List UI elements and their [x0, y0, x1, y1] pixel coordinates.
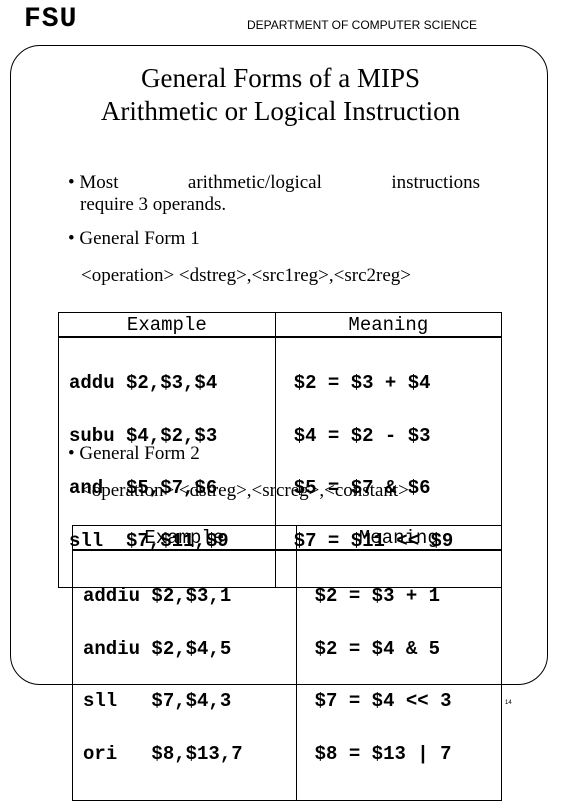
table1-row-meaning: $5 = $7 & $6: [293, 477, 431, 499]
table2-row-meaning: $2 = $4 & 5: [314, 637, 441, 660]
general-form-2-syntax: <operation> <dstreg>,<srcreg>,<constant>: [81, 480, 409, 501]
bullet1-word3: instructions: [391, 172, 480, 193]
table2-header-meaning: Meaning: [296, 525, 502, 551]
table2-row-example: ori $8,$13,7: [83, 742, 243, 765]
bullet1-line2: require 3 operands.: [80, 194, 227, 215]
bullet-general-form-1: • General Form 1: [68, 228, 200, 249]
bullet-general-form-2: • General Form 2: [68, 443, 200, 464]
table2-row-example: sll $7,$4,3: [83, 690, 232, 712]
table2-row-meaning: $8 = $13 | 7: [314, 742, 452, 765]
table1-header-example: Example: [58, 312, 276, 338]
table2-meaning-column: $2 = $3 + 1 $2 = $4 & 5 $7 = $4 << 3 $8 …: [296, 550, 501, 801]
general-form-1-syntax: <operation> <dstreg>,<src1reg>,<src2reg>: [81, 265, 411, 286]
form2-example-table: Example Meaning addiu $2,$3,1 andiu $2,$…: [72, 525, 502, 801]
table2-row-example: addiu $2,$3,1: [83, 585, 232, 607]
table1-row-example: and $5,$7,$6: [69, 477, 218, 499]
bullet1-word1: • Most: [68, 172, 119, 193]
slide-title: General Forms of a MIPS Arithmetic or Lo…: [0, 62, 561, 128]
table2-body: addiu $2,$3,1 andiu $2,$4,5 sll $7,$4,3 …: [72, 550, 502, 801]
table2-row-meaning: $7 = $4 << 3: [314, 690, 452, 712]
bullet-operands: • Most arithmetic/logical instructions r…: [68, 172, 480, 216]
table2-example-column: addiu $2,$3,1 andiu $2,$4,5 sll $7,$4,3 …: [72, 550, 297, 801]
table1-row-example: subu $4,$2,$3: [69, 424, 218, 447]
department-header: DEPARTMENT OF COMPUTER SCIENCE: [247, 18, 478, 32]
fsu-logo: FSU: [24, 4, 78, 35]
table2-header-example: Example: [72, 525, 297, 551]
table1-header-meaning: Meaning: [275, 312, 502, 338]
title-line-2: Arithmetic or Logical Instruction: [100, 96, 461, 126]
table1-row-example: addu $2,$3,$4: [69, 372, 218, 394]
table1-row-meaning: $4 = $2 - $3: [293, 424, 431, 447]
title-line-1: General Forms of a MIPS: [141, 63, 420, 93]
page-number: 14: [505, 700, 512, 706]
table1-row-meaning: $2 = $3 + $4: [293, 372, 431, 394]
table2-row-example: andiu $2,$4,5: [83, 637, 232, 660]
bullet1-word2: arithmetic/logical: [187, 172, 322, 193]
table2-row-meaning: $2 = $3 + 1: [314, 585, 441, 607]
